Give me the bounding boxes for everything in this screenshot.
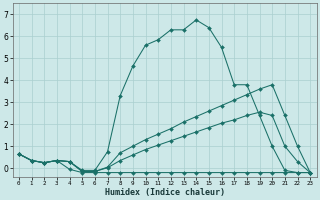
X-axis label: Humidex (Indice chaleur): Humidex (Indice chaleur) — [105, 188, 225, 197]
